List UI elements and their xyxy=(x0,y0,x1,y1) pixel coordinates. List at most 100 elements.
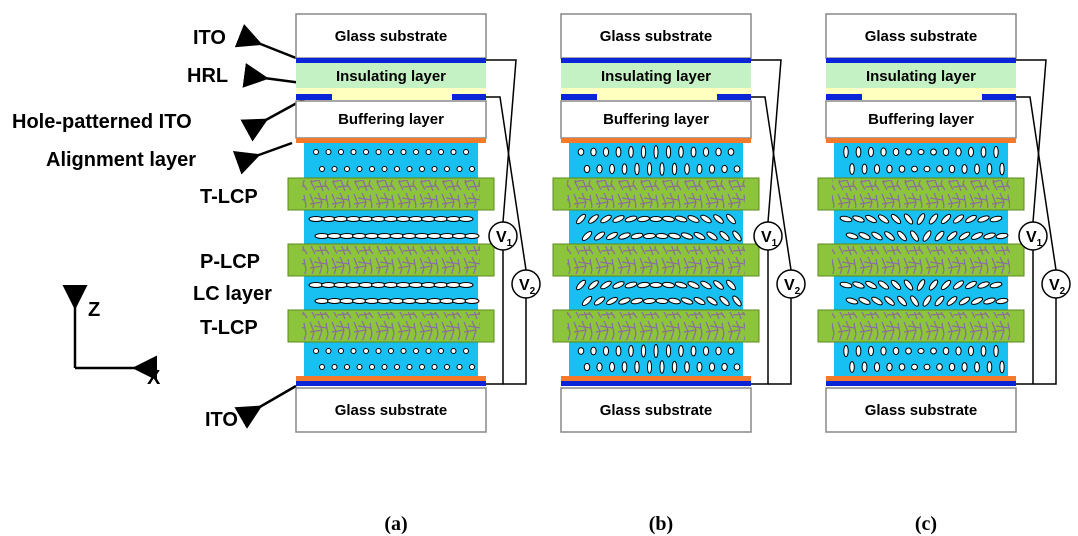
lc-molecule xyxy=(320,167,325,172)
arrow xyxy=(258,386,296,408)
lc-molecule xyxy=(339,150,344,155)
lc-molecule xyxy=(629,346,634,357)
lc-molecule xyxy=(372,283,386,288)
lc-molecule xyxy=(439,150,444,155)
lc-molecule xyxy=(428,299,442,304)
voltage-symbol: V xyxy=(496,229,507,246)
lc-molecule xyxy=(578,348,584,355)
lc-molecule xyxy=(309,283,323,288)
lc-molecule xyxy=(372,217,386,222)
lc-molecule xyxy=(703,347,708,356)
lc-molecule xyxy=(603,148,608,157)
lc-molecule xyxy=(445,365,450,370)
voltage-subscript: 2 xyxy=(795,286,801,297)
lc-molecule xyxy=(874,363,879,372)
lc-molecule xyxy=(332,365,337,370)
lc-molecule xyxy=(962,363,967,372)
layer-label: Insulating layer xyxy=(601,68,711,85)
lc-molecule xyxy=(906,149,912,155)
lc-molecule xyxy=(326,349,331,354)
lc-molecule xyxy=(382,365,387,370)
lc-molecule xyxy=(666,146,670,158)
layer-label: Insulating layer xyxy=(336,68,446,85)
lc-molecule xyxy=(844,146,848,157)
lc-molecule xyxy=(347,217,361,222)
lcp-network xyxy=(567,180,745,208)
lc-molecule xyxy=(340,234,354,239)
lc-molecule xyxy=(447,283,461,288)
lc-molecule xyxy=(409,283,423,288)
lc-molecule xyxy=(931,348,937,354)
diagram: ITO HRL Hole-patterned ITO Alignment lay… xyxy=(0,0,1078,536)
lc-molecule xyxy=(359,217,373,222)
lc-molecule xyxy=(654,146,658,159)
lc-molecule xyxy=(610,362,615,371)
label: HRL xyxy=(187,65,228,87)
lc-molecule xyxy=(378,234,392,239)
lc-molecule xyxy=(981,346,986,356)
lc-molecule xyxy=(353,299,367,304)
lc-molecule xyxy=(635,361,639,372)
lc-molecule xyxy=(656,233,668,239)
lc-molecule xyxy=(459,283,473,288)
lcp-network xyxy=(302,180,480,208)
layer-label: Buffering layer xyxy=(603,111,709,128)
voltage-symbol: V xyxy=(1049,277,1060,294)
voltage-symbol: V xyxy=(1026,229,1037,246)
lc-molecule xyxy=(691,346,696,356)
lc-molecule xyxy=(395,167,400,172)
panel: Glass substrate Insulating layer Buffering… xyxy=(553,14,805,535)
lc-molecule xyxy=(629,147,634,158)
lc-molecule xyxy=(322,217,336,222)
lc-molecule xyxy=(924,364,930,370)
lc-molecule xyxy=(610,164,615,173)
alignment xyxy=(561,376,751,381)
alignment xyxy=(296,376,486,381)
lc-molecule xyxy=(451,349,456,354)
lc-molecule xyxy=(328,234,342,239)
ito xyxy=(296,381,486,386)
lc-molecule xyxy=(345,167,350,172)
lc-molecule xyxy=(395,365,400,370)
lc-molecule xyxy=(912,364,918,370)
lc-molecule xyxy=(994,345,998,356)
lc-molecule xyxy=(647,361,651,373)
arrow xyxy=(258,43,296,58)
label: ITO xyxy=(193,27,226,49)
lc-molecule xyxy=(956,148,961,156)
label: LC layer xyxy=(193,283,272,305)
lc-molecule xyxy=(309,217,323,222)
lc-molecule xyxy=(703,148,708,157)
lcp-network xyxy=(832,246,1010,274)
lc-molecule xyxy=(420,167,425,172)
voltage-symbol: V xyxy=(761,229,772,246)
lc-molecule xyxy=(432,365,437,370)
lc-molecule xyxy=(856,346,861,356)
voltage-subscript: 2 xyxy=(1060,286,1066,297)
lc-molecule xyxy=(428,234,442,239)
lc-molecule xyxy=(470,365,475,370)
lc-molecule xyxy=(353,234,367,239)
lc-molecule xyxy=(415,234,429,239)
lc-molecule xyxy=(365,234,379,239)
axis-label: Z xyxy=(88,299,100,321)
lc-molecule xyxy=(906,348,912,354)
lc-molecule xyxy=(679,346,684,357)
lc-molecule xyxy=(862,164,867,174)
lc-molecule xyxy=(409,217,423,222)
lc-molecule xyxy=(893,347,898,354)
lc-molecule xyxy=(334,217,348,222)
lc-molecule xyxy=(357,167,362,172)
voltage-subscript: 1 xyxy=(1037,238,1043,249)
layer-label: Glass substrate xyxy=(600,402,713,419)
lc-molecule xyxy=(440,234,454,239)
lc-molecule xyxy=(643,233,655,239)
lc-molecule xyxy=(351,349,356,354)
lc-molecule xyxy=(728,149,734,156)
lc-molecule xyxy=(320,365,325,370)
lc-molecule xyxy=(597,165,602,173)
voltage-subscript: 2 xyxy=(530,286,536,297)
lc-molecule xyxy=(856,147,861,157)
lc-molecule xyxy=(650,283,662,288)
lc-molecule xyxy=(339,349,344,354)
